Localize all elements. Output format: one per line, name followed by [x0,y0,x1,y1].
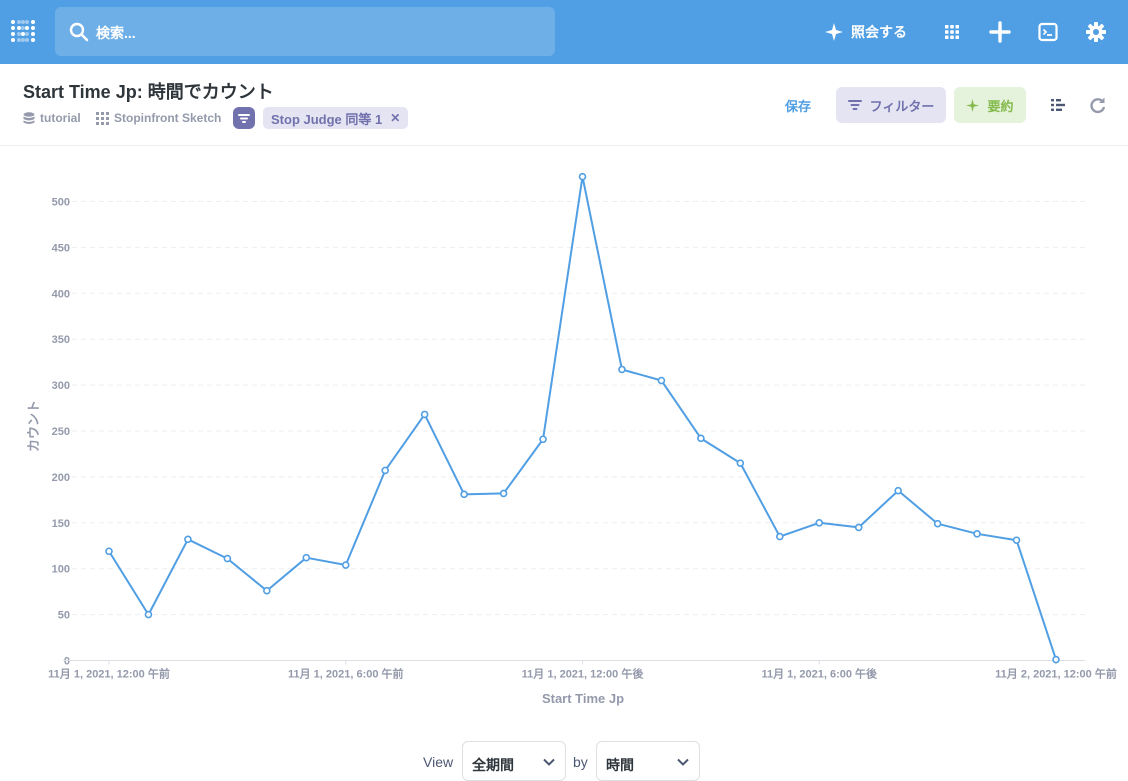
data-point[interactable] [815,518,824,527]
data-point[interactable] [657,376,666,385]
unit-select-value: 時間 [606,757,634,773]
data-point[interactable] [302,553,311,562]
period-select[interactable]: 全期間 [462,741,566,781]
data-point[interactable] [1012,536,1021,545]
x-tick-label: 11月 1, 2021, 12:00 午前 [48,667,170,681]
close-icon[interactable]: ✕ [390,111,401,125]
search-bar[interactable]: 検索... [55,7,555,56]
data-point[interactable] [775,532,784,541]
y-tick-label: 300 [52,380,70,392]
data-point[interactable] [854,523,863,532]
data-point[interactable] [460,490,468,499]
filter-pill[interactable]: Stop Judge 同等 1 ✕ [263,107,409,129]
view-label: View [423,754,454,770]
data-point[interactable] [263,586,271,595]
unit-select[interactable]: 時間 [596,741,700,781]
data-point[interactable] [539,435,547,444]
summarize-button[interactable]: 要約 [954,87,1026,123]
period-select-value: 全期間 [472,757,514,773]
question-header: Start Time Jp: 時間でカウント tutorial Stopinfr… [0,64,1128,146]
y-tick-label: 350 [52,334,70,346]
chevron-down-icon [543,758,555,766]
data-point[interactable] [144,610,153,619]
summarize-button-label: 要約 [987,98,1014,114]
y-axis-label: カウント [26,400,41,452]
save-button[interactable]: 保存 [785,99,812,114]
filter-toggle-button[interactable] [233,107,255,129]
filter-button[interactable]: フィルター [836,87,946,123]
search-placeholder: 検索... [96,25,136,41]
series-line [108,175,1057,660]
data-point[interactable] [618,365,626,374]
table-grid-icon [96,111,109,125]
page-title: Start Time Jp: 時間でカウント [23,82,274,102]
breadcrumb-table-label: Stopinfront Sketch [114,111,222,125]
settings-gear-icon[interactable] [1085,21,1107,43]
data-point[interactable] [736,459,745,467]
refresh-icon[interactable] [1089,96,1107,114]
y-tick-label: 500 [52,197,70,209]
y-tick-label: 100 [52,564,70,576]
top-nav-bar: 検索... 照会する [0,0,1128,64]
chevron-down-icon [677,758,689,766]
y-tick-label: 50 [58,610,70,622]
data-point[interactable] [223,554,232,563]
x-axis-label: Start Time Jp [542,691,624,706]
add-plus-icon[interactable] [989,21,1011,43]
grid-apps-icon[interactable] [941,21,963,43]
sparkle-icon [825,23,843,41]
data-point[interactable] [105,547,113,556]
by-label: by [573,754,588,770]
filter-icon [238,114,250,123]
sql-terminal-icon[interactable] [1037,21,1059,43]
data-point[interactable] [933,519,942,528]
data-point[interactable] [1052,655,1060,664]
data-point[interactable] [381,466,390,475]
x-tick-label: 11月 1, 2021, 6:00 午前 [288,667,404,681]
data-point[interactable] [184,535,192,544]
breadcrumb-database-label: tutorial [40,111,81,125]
y-tick-label: 450 [52,242,70,254]
query-editor-icon[interactable] [1049,96,1067,114]
data-point[interactable] [578,172,587,181]
ask-question-button[interactable]: 照会する [825,21,907,43]
x-tick-label: 11月 1, 2021, 6:00 午後 [761,667,878,681]
data-point[interactable] [894,486,902,495]
view-footer: View 全期間 by 時間 [0,738,1128,781]
filter-pill-label: Stop Judge 同等 1 [271,111,383,127]
x-tick-label: 11月 2, 2021, 12:00 午前 [995,667,1117,681]
data-point[interactable] [973,530,981,538]
filter-button-label: フィルター [869,98,935,114]
x-tick-label: 11月 1, 2021, 12:00 午後 [522,667,645,681]
data-point[interactable] [499,489,508,498]
y-tick-label: 200 [52,472,70,484]
breadcrumb-database[interactable]: tutorial [23,111,81,125]
y-tick-label: 150 [52,518,70,530]
sparkle-icon [966,98,980,112]
y-tick-label: 400 [52,288,70,300]
ask-question-label: 照会する [851,24,907,40]
data-point[interactable] [420,410,429,419]
data-point[interactable] [341,561,350,569]
filter-icon [847,100,862,110]
search-icon [69,22,89,42]
y-tick-label: 0 [64,656,70,668]
metabase-logo-icon[interactable] [9,18,37,46]
database-icon [23,111,35,124]
line-chart: 0 50 100 150 200 250 300 350 400 450 500 11月 1, 20… [26,172,1117,706]
data-point[interactable] [697,434,705,443]
y-tick-label: 250 [52,426,70,438]
breadcrumb-table[interactable]: Stopinfront Sketch [96,111,221,125]
